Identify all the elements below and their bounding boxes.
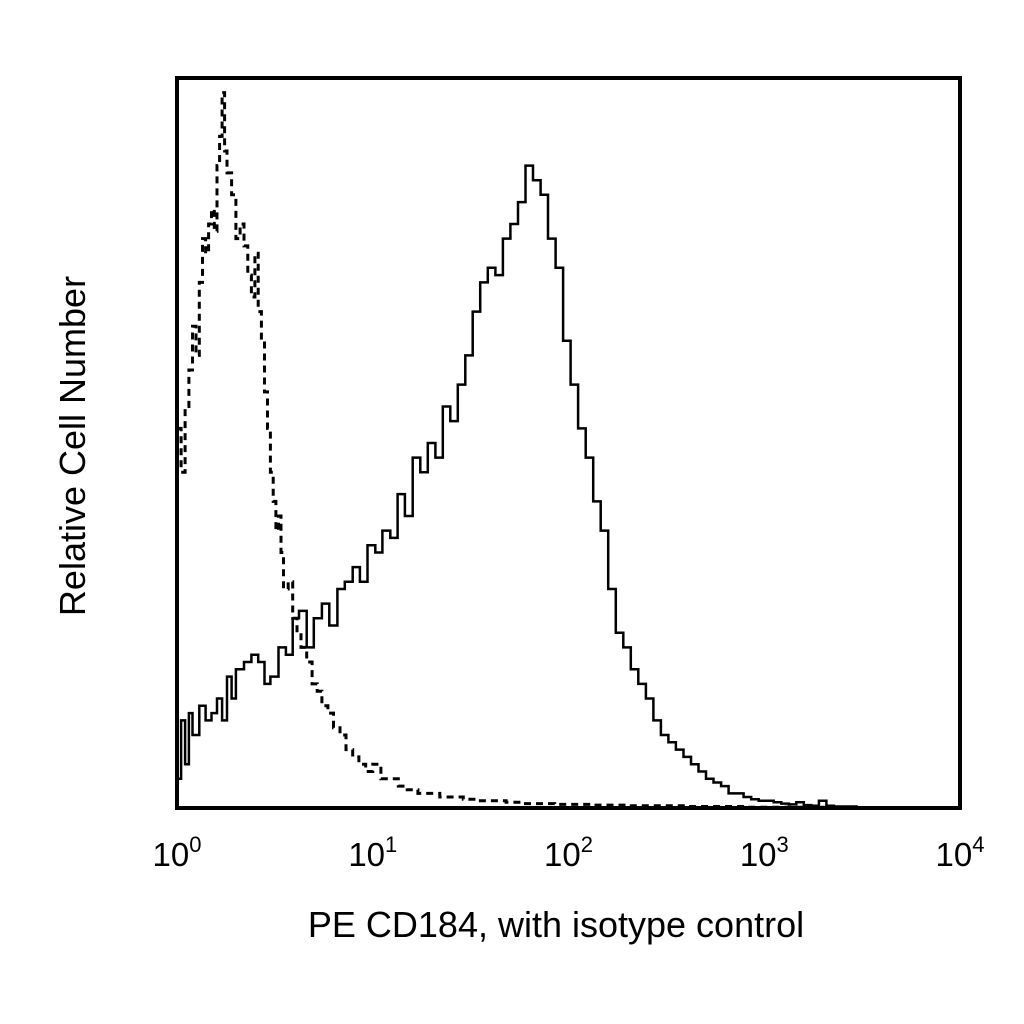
x-axis-label: PE CD184, with isotype control xyxy=(308,904,804,945)
x-tick-exponent: 4 xyxy=(972,832,984,857)
isotype-control-series-line xyxy=(177,91,960,810)
x-tick-base: 10 xyxy=(544,836,581,873)
x-tick-label: 100 xyxy=(153,832,202,873)
y-axis-label: Relative Cell Number xyxy=(52,276,93,616)
plot-frame xyxy=(175,76,962,810)
x-tick-base: 10 xyxy=(936,836,973,873)
x-tick-label: 104 xyxy=(936,832,985,873)
x-tick-base: 10 xyxy=(740,836,777,873)
x-tick-exponent: 3 xyxy=(777,832,789,857)
pe-cd184-series-line xyxy=(177,164,960,810)
x-tick-exponent: 0 xyxy=(189,832,201,857)
x-tick-labels: 100 101 102 103 104 xyxy=(153,832,985,873)
series-layer xyxy=(177,91,960,810)
x-tick-exponent: 2 xyxy=(581,832,593,857)
x-tick-label: 102 xyxy=(544,832,593,873)
x-tick-base: 10 xyxy=(153,836,190,873)
x-tick-label: 103 xyxy=(740,832,789,873)
x-tick-exponent: 1 xyxy=(385,832,397,857)
x-tick-base: 10 xyxy=(348,836,385,873)
x-tick-label: 101 xyxy=(348,832,397,873)
